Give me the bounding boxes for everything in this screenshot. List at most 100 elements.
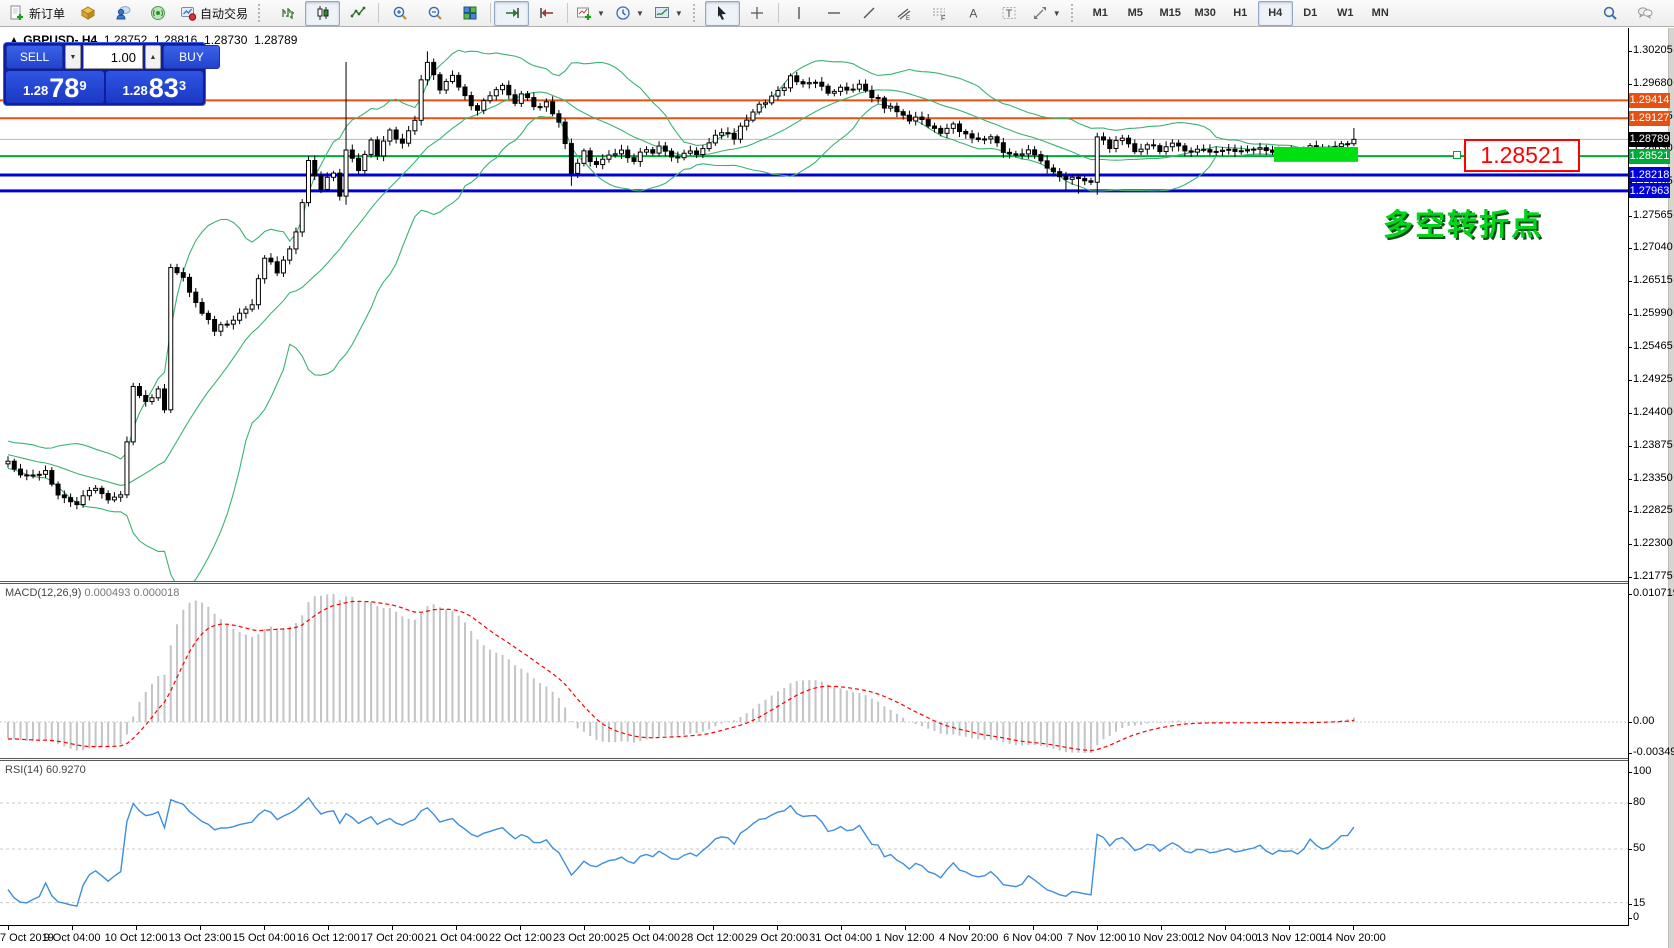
sell-price[interactable]: 1.28 78 9 [6,71,104,103]
time-axis[interactable]: 7 Oct 2019 9 Oct 04:00 10 Oct 12:00 13 Oct … [0,926,1628,948]
candlestick-chart-button[interactable] [305,0,341,26]
chart-shift-icon [539,8,553,18]
crosshair-button[interactable] [740,1,775,26]
volume-input[interactable] [83,45,143,69]
volume-down-button[interactable]: ▼ [65,45,81,69]
tile-windows-button[interactable] [452,1,487,26]
horizontal-line-button[interactable] [817,1,852,26]
price-tick-dash [1628,478,1632,480]
pane-splitter[interactable] [0,581,1628,584]
pane-splitter[interactable] [0,758,1628,761]
dropdown-arrow-icon: ▼ [1052,8,1061,18]
bar-chart-icon [281,8,294,19]
package-icon [80,6,95,20]
price-tick-dash [1628,215,1632,217]
text-label-button[interactable]: T [992,1,1027,26]
price-tick-label: 1.27040 [1633,241,1673,254]
zoom-out-button[interactable] [417,1,452,26]
line-chart-button[interactable] [340,1,375,26]
hline-price-label: 1.28521 [1629,148,1670,164]
sell-button[interactable]: SELL [6,45,63,69]
macd-pane[interactable] [0,584,1628,758]
time-axis-label: 7 Nov 12:00 [1067,932,1127,944]
text-button[interactable]: A [957,1,992,26]
time-axis-label: 28 Oct 12:00 [681,932,745,944]
equidistant-channel-button[interactable]: E [887,1,922,26]
time-axis-label: 7 Oct 2019 [0,932,54,944]
template-icon [654,7,669,18]
time-tick [72,926,74,930]
trendline-handle[interactable] [1453,151,1461,159]
toolbar-grip [692,4,701,22]
rsi-axis-label: 15 [1633,897,1646,909]
price-annotation-box[interactable]: 1.28521 [1464,139,1580,172]
indicators-button[interactable]: ▼ [571,1,610,26]
vertical-line-icon [798,7,800,19]
time-axis-label: 1 Nov 12:00 [875,932,935,944]
timeframe-d1-button[interactable]: D1 [1303,7,1318,19]
macd-axis-label: 0.010719 [1633,587,1674,599]
chat-bubbles-icon [1637,7,1652,19]
market-button[interactable] [70,1,105,26]
toolbar-grip [1070,4,1079,22]
time-axis-label: 29 Oct 20:00 [745,932,809,944]
timeframe-w1-button[interactable]: W1 [1336,7,1354,19]
auto-scroll-button[interactable] [494,0,530,26]
timeframe-m30-button[interactable]: M30 [1194,7,1216,19]
buy-price[interactable]: 1.28 83 3 [105,71,203,103]
time-axis-label: 17 Oct 20:00 [360,932,424,944]
time-axis-border [0,925,1629,926]
time-axis-label: 25 Oct 04:00 [617,932,680,944]
periods-button[interactable]: ▼ [610,1,649,26]
price-tick-dash [1628,313,1632,315]
templates-button[interactable]: ▼ [649,1,688,26]
timeframe-h1-button[interactable]: H1 [1233,7,1248,19]
chat-button[interactable] [1627,1,1662,26]
price-tick-label: 1.30205 [1633,44,1673,56]
timeframe-h4-button[interactable]: H4 [1257,0,1293,26]
rsi-pane[interactable] [0,761,1628,925]
autotrading-button[interactable]: 自动交易 [175,1,253,26]
time-axis-label: 23 Oct 20:00 [552,932,616,944]
turning-point-note[interactable]: 多空转折点 [1383,209,1543,242]
search-button[interactable] [1592,1,1627,26]
dropdown-arrow-icon: ▼ [597,8,605,18]
time-tick [264,926,266,930]
price-tick-label: 1.22825 [1633,504,1673,517]
new-order-button[interactable]: 新订单 [4,1,70,26]
rsi-tick-dash [1628,803,1632,804]
price-tick-dash [1628,248,1632,250]
time-tick [456,926,458,930]
bar-chart-button[interactable] [270,1,305,26]
zoom-in-button[interactable] [382,1,417,26]
autotrading-label: 自动交易 [200,6,249,21]
dropdown-arrow-icon: ▼ [635,8,644,18]
collapse-triangle-icon[interactable]: ▲ [8,33,24,47]
time-axis-label: 14 Nov 20:00 [1320,932,1386,944]
timeframe-m1-button[interactable]: M1 [1092,7,1108,19]
rsi-tick-dash [1628,849,1632,850]
timeframe-m15-button[interactable]: M15 [1159,7,1181,19]
toolbar: 新订单 自动交易 [0,0,1674,27]
signals-button[interactable] [105,1,140,26]
vertical-line-button[interactable] [782,1,817,26]
macd-label: MACD(12,26,9) 0.000493 0.000018 [5,587,180,599]
tile-windows-icon [463,6,477,20]
buy-button[interactable]: BUY [163,45,220,69]
arrows-button[interactable]: ▼ [1027,1,1066,26]
main-chart-canvas[interactable] [0,29,1628,581]
toolbar-separator [777,3,779,23]
fibonacci-button[interactable]: F [922,1,957,26]
window-scrollbar[interactable] [1668,28,1674,948]
timeframe-mn-button[interactable]: MN [1371,7,1389,19]
news-button[interactable] [140,1,175,26]
volume-up-button[interactable]: ▲ [145,45,161,69]
horizontal-line-icon [828,12,841,14]
cursor-button[interactable] [704,0,740,26]
chart-shift-button[interactable] [529,1,564,26]
price-tick-label: 1.22300 [1633,537,1673,550]
time-axis-label: 21 Oct 04:00 [424,932,488,944]
price-tick-dash [1628,182,1632,184]
trendline-button[interactable] [852,1,887,26]
timeframe-m5-button[interactable]: M5 [1127,7,1143,19]
